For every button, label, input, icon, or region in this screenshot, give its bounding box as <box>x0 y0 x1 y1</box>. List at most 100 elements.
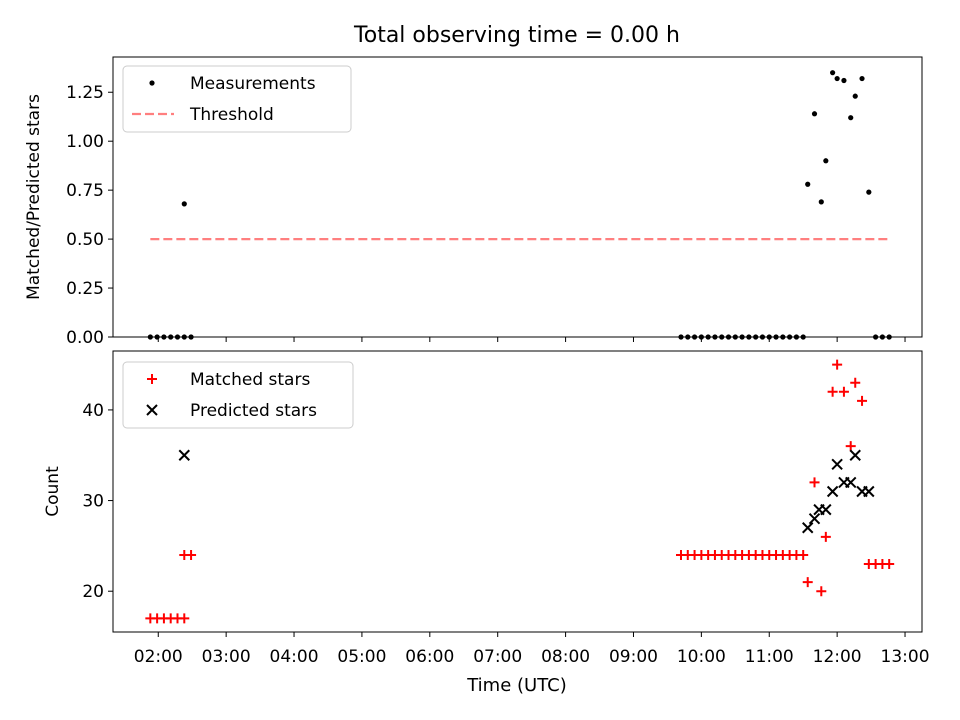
data-point <box>805 181 811 187</box>
data-point <box>826 485 839 498</box>
bottom-panel: 02:00 03:00 04:00 05:00 06:00 07:00 08:00 09:00… <box>43 350 930 667</box>
data-point <box>712 334 718 340</box>
legend: Matched stars Predicted stars <box>122 361 354 429</box>
data-point <box>793 334 800 340</box>
data-point <box>831 458 843 471</box>
data-point <box>179 613 190 624</box>
y-tick-label: 0.75 <box>66 181 104 201</box>
data-point <box>879 334 885 340</box>
data-point <box>168 334 174 340</box>
data-point <box>685 334 691 340</box>
data-point <box>845 441 856 452</box>
legend-box <box>122 65 352 133</box>
data-point <box>834 75 840 82</box>
y-tick-label: 20 <box>82 582 104 602</box>
data-point <box>759 334 766 340</box>
data-point <box>848 115 854 121</box>
data-point <box>174 334 181 340</box>
legend-marker <box>147 374 157 384</box>
data-point <box>698 334 704 340</box>
data-point <box>691 334 698 340</box>
data-point <box>154 334 160 340</box>
series-dot <box>147 70 892 340</box>
data-point <box>678 334 684 340</box>
data-point <box>841 77 847 84</box>
data-point <box>823 158 829 164</box>
data-point <box>719 334 725 340</box>
data-point <box>884 559 895 570</box>
y-axis-label: Matched/Predicted stars <box>24 94 44 300</box>
x-tick-label: 13:00 <box>881 647 930 667</box>
legend-label: Threshold <box>189 105 274 125</box>
data-point <box>859 75 865 82</box>
data-point <box>827 386 838 397</box>
top-panel: 0.00 0.25 0.50 0.75 1.00 1.25 Matched/Predicte… <box>24 56 923 348</box>
data-point <box>802 522 814 534</box>
x-tick-label: 10:00 <box>677 647 726 667</box>
data-point <box>811 111 818 117</box>
series-plus <box>145 359 895 624</box>
x-tick-label: 03:00 <box>202 647 251 667</box>
x-tick-label: 11:00 <box>745 647 794 667</box>
data-point <box>850 377 861 388</box>
series-x <box>178 449 875 534</box>
data-point <box>725 334 732 340</box>
data-point <box>808 512 821 525</box>
data-point <box>147 334 153 340</box>
x-axis-label: Time (UTC) <box>466 675 567 696</box>
x-tick-label: 04:00 <box>270 647 319 667</box>
data-point <box>830 70 836 76</box>
legend-marker <box>149 80 155 86</box>
y-axis-label: Count <box>43 466 63 517</box>
x-tick-label: 09:00 <box>609 647 658 667</box>
data-point <box>705 334 711 340</box>
data-point <box>818 199 824 205</box>
data-point <box>857 395 868 406</box>
data-point <box>161 334 167 340</box>
data-point <box>832 359 843 370</box>
data-point <box>838 386 849 397</box>
data-point <box>800 334 806 340</box>
data-point <box>746 334 752 340</box>
x-tick-label: 12:00 <box>813 647 862 667</box>
data-point <box>787 334 793 340</box>
data-point <box>816 586 827 597</box>
data-point <box>863 485 875 498</box>
y-tick-label: 0.50 <box>66 230 104 250</box>
x-tick-label: 05:00 <box>337 647 386 667</box>
data-point <box>186 549 197 560</box>
data-point <box>780 334 786 340</box>
y-tick-label: 40 <box>82 401 104 421</box>
data-point <box>181 201 187 207</box>
data-point <box>866 189 872 195</box>
legend-label: Measurements <box>190 74 316 94</box>
y-tick-label: 30 <box>82 492 104 512</box>
data-point <box>798 549 809 560</box>
data-point <box>845 476 857 489</box>
data-point <box>820 531 831 542</box>
y-tick-label: 1.25 <box>66 83 104 103</box>
data-point <box>739 334 745 340</box>
data-point <box>802 577 813 588</box>
data-point <box>181 334 187 340</box>
data-point <box>773 334 779 340</box>
data-point <box>753 334 759 340</box>
y-tick-label: 0.00 <box>66 328 104 348</box>
data-point <box>886 334 892 340</box>
data-point <box>809 477 820 488</box>
data-point <box>873 334 879 340</box>
y-tick-label: 1.00 <box>66 132 104 152</box>
legend-box <box>122 361 354 429</box>
data-point <box>732 334 738 340</box>
plot-frame <box>112 350 923 633</box>
data-point <box>766 334 772 340</box>
data-point <box>178 449 190 461</box>
legend-label: Predicted stars <box>190 401 317 421</box>
y-tick-label: 0.25 <box>66 279 104 299</box>
legend: Measurements Threshold <box>122 65 352 133</box>
x-tick-label: 08:00 <box>541 647 590 667</box>
chart-title: Total observing time = 0.00 h <box>353 23 680 48</box>
plot-frame <box>112 56 923 338</box>
x-tick-label: 02:00 <box>134 647 183 667</box>
